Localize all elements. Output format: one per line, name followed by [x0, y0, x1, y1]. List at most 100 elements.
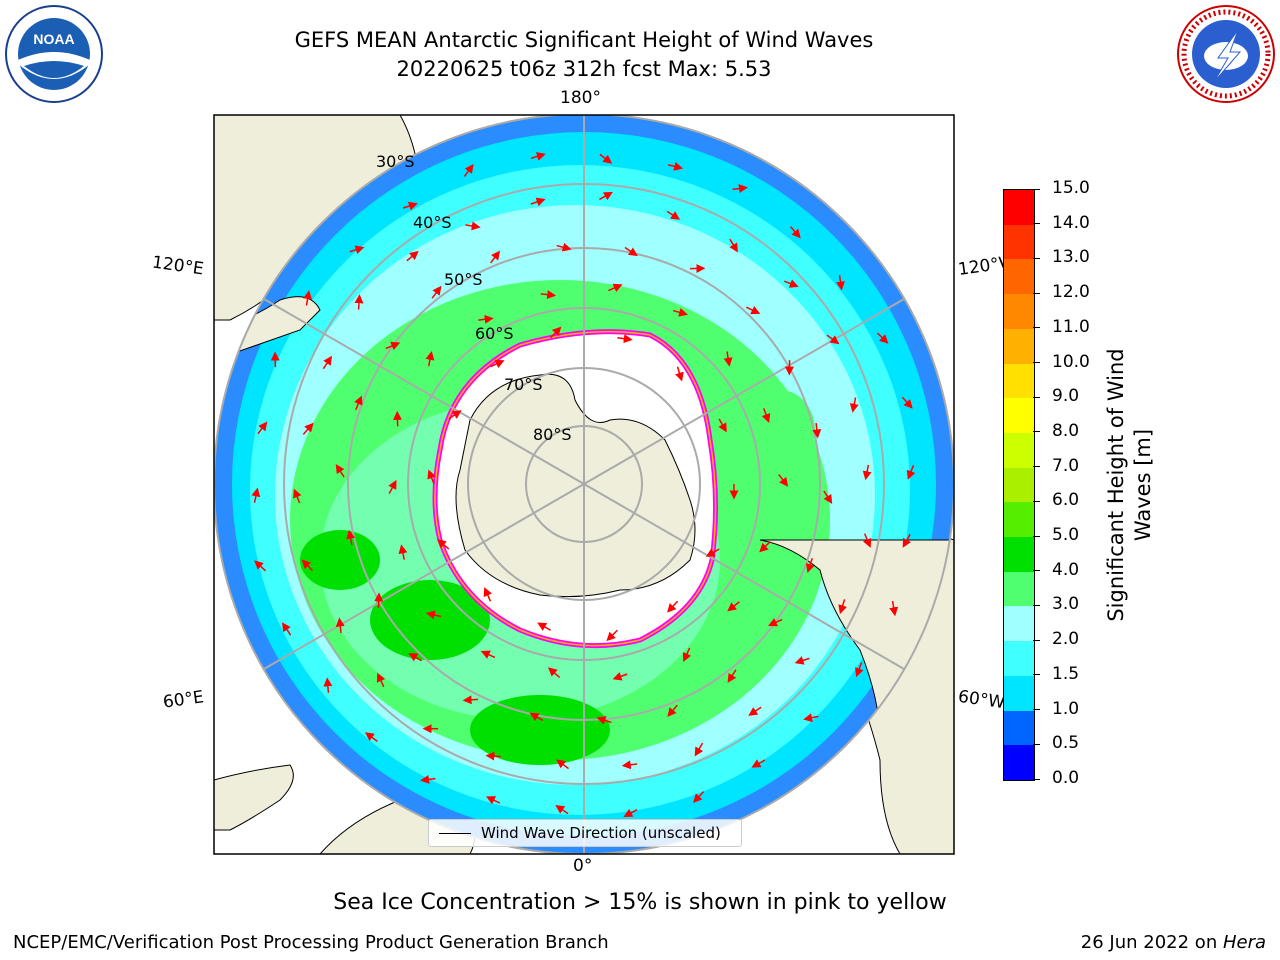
wave-direction-arrow — [718, 418, 727, 433]
caption: Sea Ice Concentration > 15% is shown in … — [333, 890, 947, 915]
map-legend: Wind Wave Direction (unscaled) — [428, 819, 742, 847]
colorbar-segment — [1004, 467, 1034, 503]
wave-direction-arrow — [836, 275, 845, 291]
footer-host: Hera — [1222, 932, 1266, 953]
wave-direction-arrow — [425, 350, 435, 367]
colorbar-tick-label: 14.0 — [1052, 212, 1090, 233]
colorbar-tick-label: 13.0 — [1052, 247, 1090, 268]
colorbar-tick-label: 2.0 — [1052, 629, 1080, 650]
wave-direction-arrow — [448, 410, 462, 420]
footer-credit: NCEP/EMC/Verification Post Processing Pr… — [13, 932, 609, 953]
chart-title: GEFS MEAN Antarctic Significant Height o… — [294, 28, 874, 52]
colorbar-tick-mark — [1033, 327, 1040, 329]
wave-direction-arrow — [537, 622, 551, 631]
wave-direction-arrow — [727, 669, 737, 683]
lat-label-40s: 40°S — [413, 213, 452, 232]
wave-direction-arrow — [838, 599, 847, 615]
wave-direction-arrow — [354, 395, 363, 411]
wave-direction-arrow — [490, 250, 501, 264]
footer-date-text: 26 Jun 2022 on — [1080, 932, 1223, 953]
wave-direction-arrow — [251, 487, 261, 503]
colorbar-segment — [1004, 537, 1034, 572]
wave-direction-arrow — [364, 732, 378, 742]
wave-direction-arrow — [550, 326, 562, 339]
wave-direction-arrow — [849, 397, 859, 413]
wave-direction-arrow — [530, 197, 546, 207]
colorbar-segment — [1004, 675, 1034, 711]
wave-direction-arrow — [667, 704, 678, 717]
map-frame — [213, 114, 955, 855]
wave-direction-arrow — [623, 808, 638, 818]
wave-direction-arrow — [751, 759, 766, 768]
wave-direction-arrow — [599, 191, 613, 201]
wave-direction-arrow — [406, 250, 419, 262]
wave-direction-arrow — [322, 355, 332, 370]
colorbar-tick-mark — [1033, 709, 1040, 711]
wave-direction-arrow — [790, 226, 801, 239]
wave-direction-arrow — [281, 622, 292, 636]
colorbar-tick-mark — [1033, 570, 1040, 572]
wave-direction-arrow — [855, 662, 864, 678]
colorbar-segment — [1004, 606, 1034, 642]
wave-direction-arrow — [420, 774, 436, 784]
wave-direction-arrow — [465, 221, 481, 231]
wave-direction-arrow — [682, 647, 692, 662]
colorbar-tick-mark — [1033, 535, 1040, 537]
wave-direction-arrow — [478, 314, 494, 324]
wave-direction-arrow — [803, 713, 819, 723]
wave-direction-arrow — [675, 366, 684, 382]
wave-direction-arrow — [376, 672, 386, 688]
wave-direction-arrow — [694, 742, 704, 757]
wave-direction-arrow — [876, 332, 889, 344]
colorbar-segment — [1004, 363, 1034, 399]
wave-direction-arrow — [729, 238, 738, 253]
colorbar — [1003, 189, 1035, 781]
wave-direction-arrow — [826, 334, 840, 345]
svg-text:NOAA: NOAA — [33, 31, 74, 47]
wave-direction-arrow — [746, 305, 761, 315]
wave-direction-arrow — [727, 601, 740, 612]
wave-direction-arrow — [427, 469, 436, 485]
footer-date: 26 Jun 2022 on Hera — [1081, 932, 1266, 953]
lat-label-30s: 30°S — [376, 152, 415, 171]
wave-direction-arrow — [529, 712, 544, 722]
colorbar-segment — [1004, 571, 1034, 607]
lat-label-80s: 80°S — [533, 425, 572, 444]
wave-direction-arrow — [596, 716, 612, 725]
wave-direction-arrow — [349, 245, 365, 255]
wave-direction-arrow — [385, 341, 401, 351]
wave-direction-arrow — [612, 672, 628, 681]
wave-direction-arrow — [621, 760, 638, 770]
wave-direction-arrow — [556, 242, 572, 252]
colorbar-segment — [1004, 710, 1034, 746]
wave-direction-arrow — [303, 290, 313, 306]
wave-direction-arrow — [723, 351, 733, 367]
wave-direction-arrow — [667, 161, 684, 171]
colorbar-tick-label: 10.0 — [1052, 351, 1090, 372]
nws-logo — [1177, 5, 1275, 103]
colorbar-tick-label: 6.0 — [1052, 490, 1080, 511]
colorbar-segment — [1004, 432, 1034, 468]
colorbar-tick-label: 1.0 — [1052, 698, 1080, 719]
colorbar-segment — [1004, 502, 1034, 538]
colorbar-tick-mark — [1033, 674, 1040, 676]
wave-direction-arrow — [301, 559, 313, 572]
wave-direction-arrow — [323, 677, 333, 693]
wave-direction-arrow — [388, 479, 397, 494]
noaa-logo: NOAA — [5, 5, 103, 103]
colorbar-tick-mark — [1033, 743, 1040, 745]
lat-label-50s: 50°S — [444, 270, 483, 289]
wave-direction-arrow — [257, 421, 268, 435]
colorbar-tick-label: 15.0 — [1052, 178, 1090, 198]
colorbar-label: Significant Height of Wind Waves [m] — [1104, 348, 1155, 622]
colorbar-tick-label: 1.5 — [1052, 663, 1080, 684]
wave-direction-arrow — [425, 610, 442, 620]
wave-direction-arrow — [705, 548, 720, 557]
wave-direction-arrow — [812, 422, 822, 439]
wave-direction-arrow — [732, 184, 748, 193]
wave-direction-arrow — [463, 163, 474, 177]
colorbar-tick-label: 3.0 — [1052, 594, 1080, 615]
wave-direction-arrow — [599, 153, 613, 164]
wave-direction-arrow — [759, 541, 771, 553]
wave-direction-arrow — [293, 488, 302, 504]
